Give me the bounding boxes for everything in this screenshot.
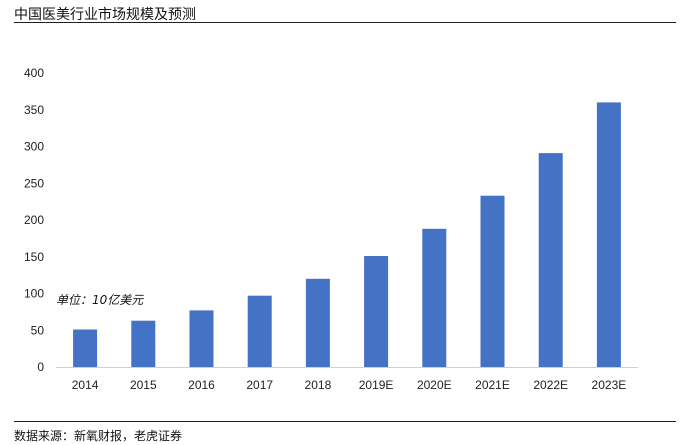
- x-tick-label: 2016: [188, 378, 215, 392]
- y-tick-label: 100: [24, 287, 44, 301]
- bar-2015: [131, 320, 156, 367]
- x-tick-label: 2018: [305, 378, 332, 392]
- top-rule: [14, 22, 676, 23]
- x-tick-label: 2022E: [533, 378, 568, 392]
- bar-2014: [73, 329, 98, 367]
- x-tick-label: 2019E: [359, 378, 394, 392]
- bar-2017: [247, 295, 272, 367]
- y-tick-label: 250: [24, 176, 44, 190]
- bar-2022E: [538, 153, 563, 367]
- bar-2016: [189, 310, 214, 367]
- y-tick-label: 400: [24, 66, 44, 80]
- y-tick-label: 200: [24, 213, 44, 227]
- y-tick-label: 0: [37, 360, 44, 374]
- y-tick-label: 50: [31, 323, 45, 337]
- bar-2019E: [364, 256, 389, 367]
- y-tick-label: 150: [24, 250, 44, 264]
- source-note: 数据来源：新氧财报，老虎证券: [14, 429, 183, 443]
- unit-label: 单位：10亿美元: [56, 293, 144, 307]
- chart-title: 中国医美行业市场规模及预测: [14, 7, 196, 23]
- x-tick-label: 2021E: [475, 378, 510, 392]
- x-tick-label: 2020E: [417, 378, 452, 392]
- x-tick-label: 2023E: [592, 378, 627, 392]
- x-tick-label: 2015: [130, 378, 157, 392]
- x-tick-label: 2014: [72, 378, 99, 392]
- bar-2018: [305, 278, 330, 367]
- bar-2023E: [596, 102, 621, 368]
- bottom-rule: [14, 421, 676, 422]
- bar-2020E: [422, 228, 447, 367]
- x-tick-label: 2017: [246, 378, 273, 392]
- y-tick-label: 350: [24, 103, 44, 117]
- bar-2021E: [480, 195, 505, 367]
- bar-chart: 0 50 100 150 200 250 300 350 400 2014 2015 2016 2017…: [24, 66, 638, 392]
- y-tick-label: 300: [24, 140, 44, 154]
